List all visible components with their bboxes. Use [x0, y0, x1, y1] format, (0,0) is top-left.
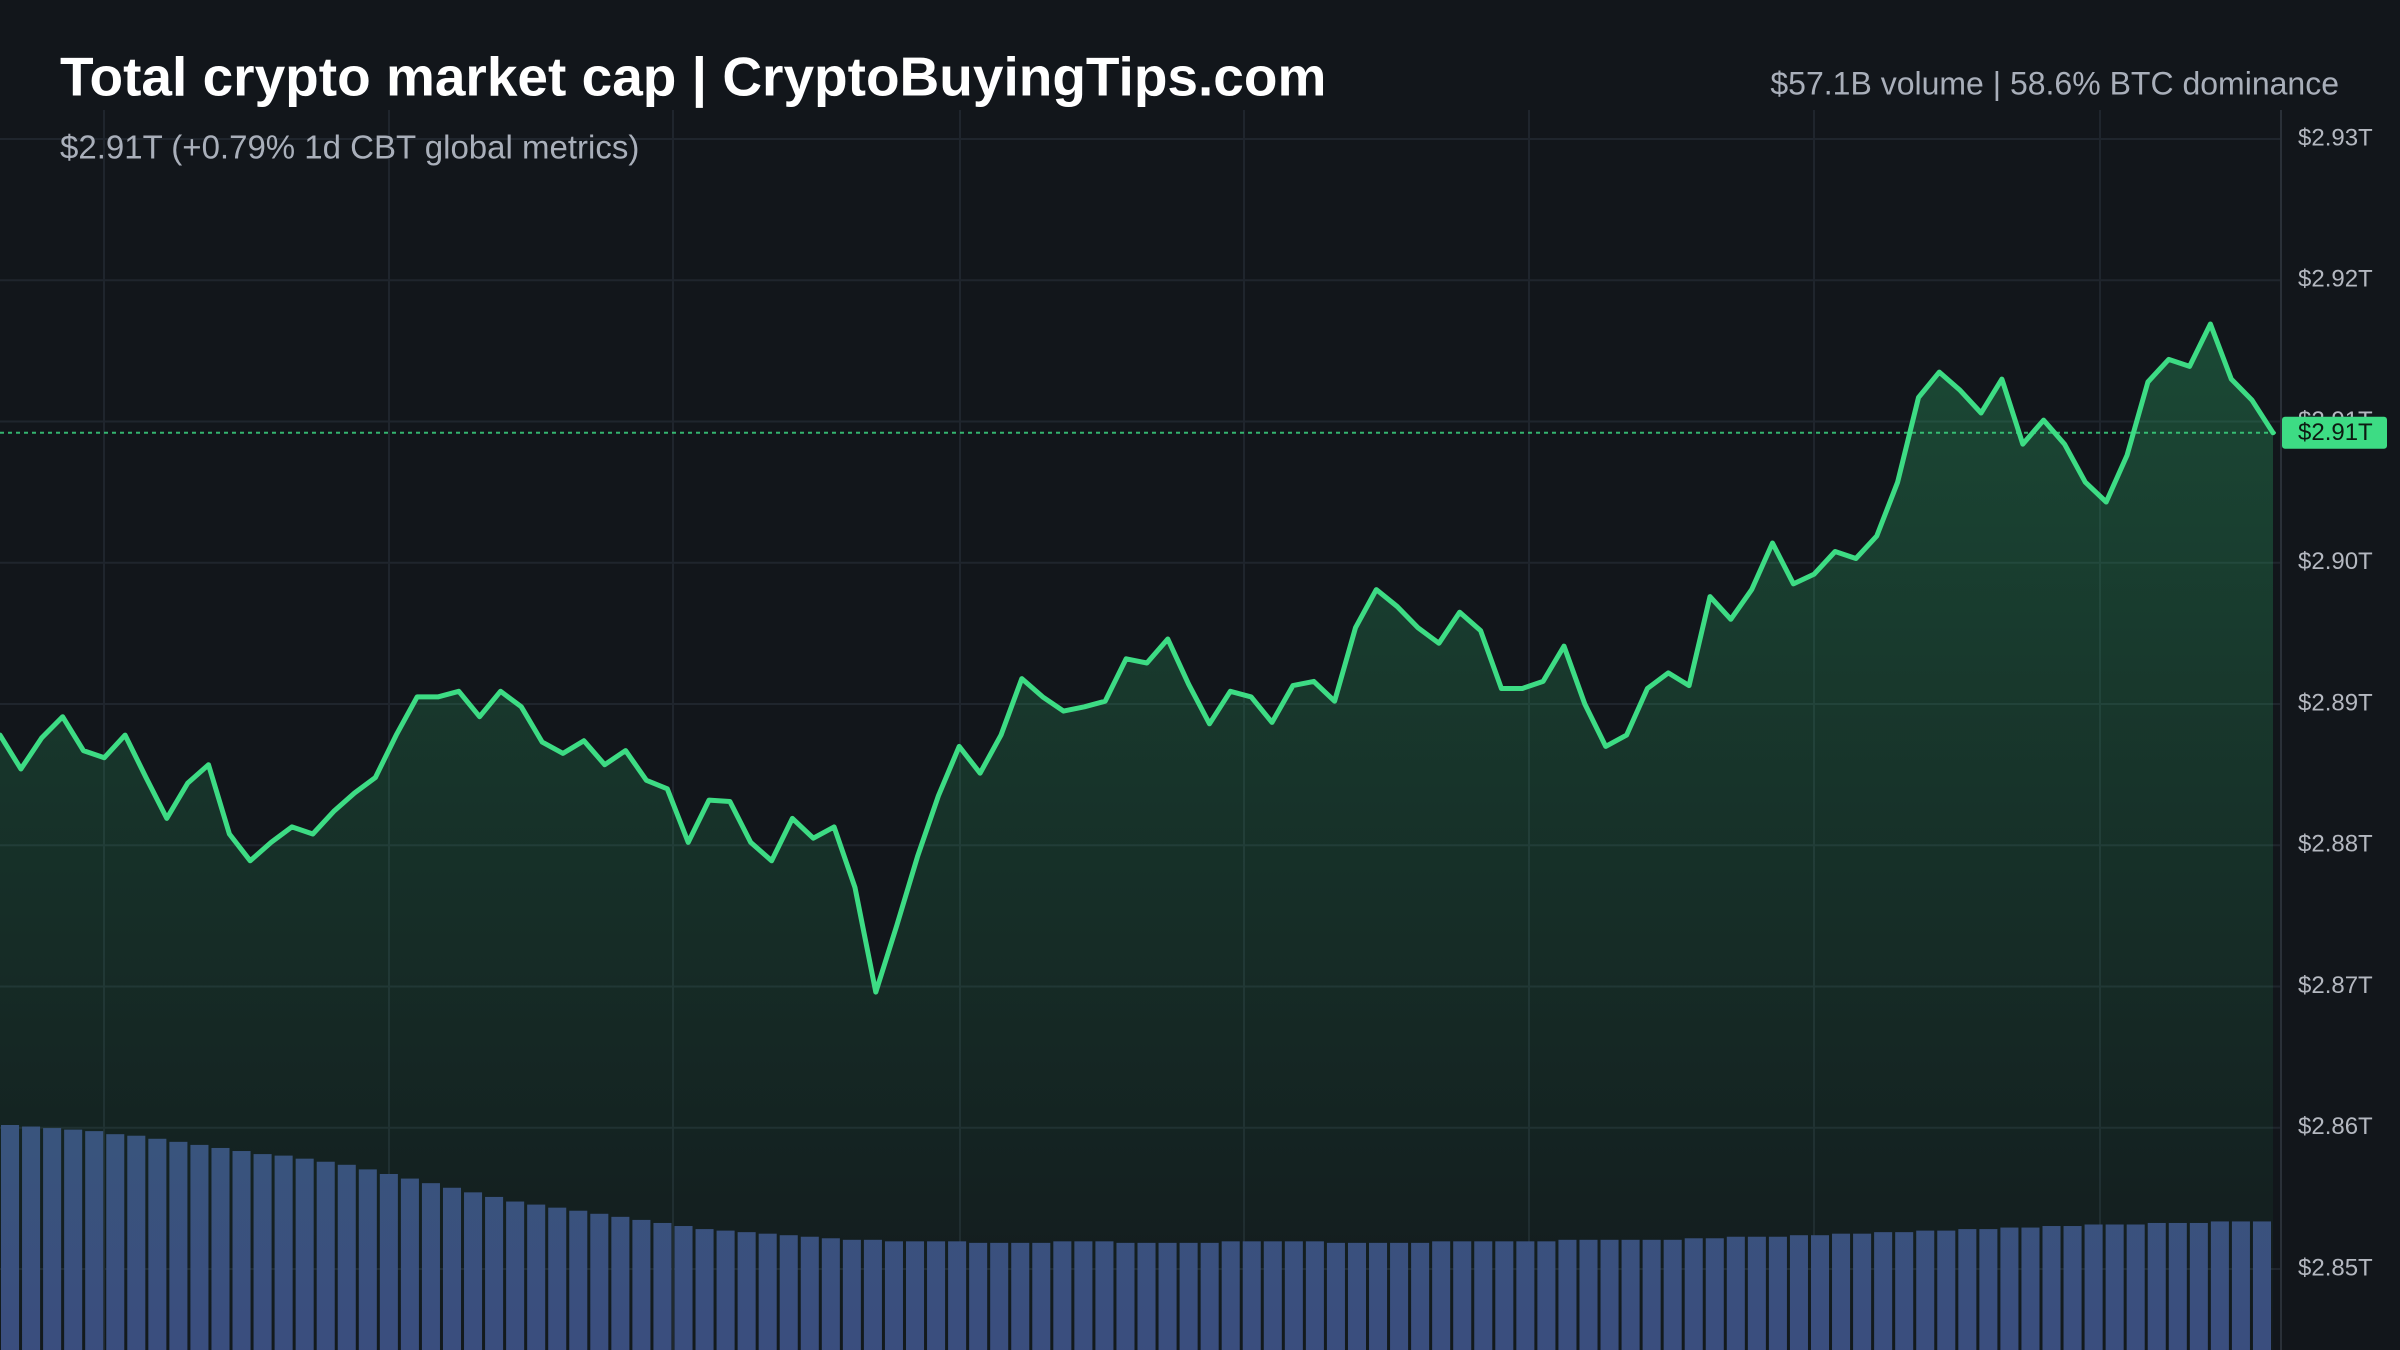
- y-tick-label: $2.85T: [2298, 1254, 2373, 1281]
- line: [0, 321, 2276, 995]
- y-tick-label: $2.92T: [2298, 266, 2373, 293]
- chart-title: Total crypto market cap | CryptoBuyingTi…: [60, 46, 1326, 109]
- current-price-tag: [2282, 416, 2387, 449]
- current-price-label: $2.91T: [2298, 419, 2373, 446]
- plot: [0, 321, 2281, 1350]
- y-tick-label: $2.88T: [2298, 831, 2373, 858]
- chart-subtitle: $2.91T (+0.79% 1d CBT global metrics): [60, 129, 639, 166]
- y-tick-label: $2.90T: [2298, 548, 2373, 575]
- stats: $57.1B volume | 58.6% BTC dominance: [1770, 65, 2339, 101]
- area: [0, 324, 2273, 1350]
- y-axis: $2.93T $2.92T $2.91T $2.90T $2.89T $2.88T $2.8…: [2282, 124, 2387, 1281]
- y-tick-label: $2.89T: [2298, 689, 2373, 716]
- y-tick-label: $2.93T: [2298, 124, 2373, 151]
- y-tick-label: $2.87T: [2298, 972, 2373, 999]
- y-tick-label: $2.86T: [2298, 1113, 2373, 1140]
